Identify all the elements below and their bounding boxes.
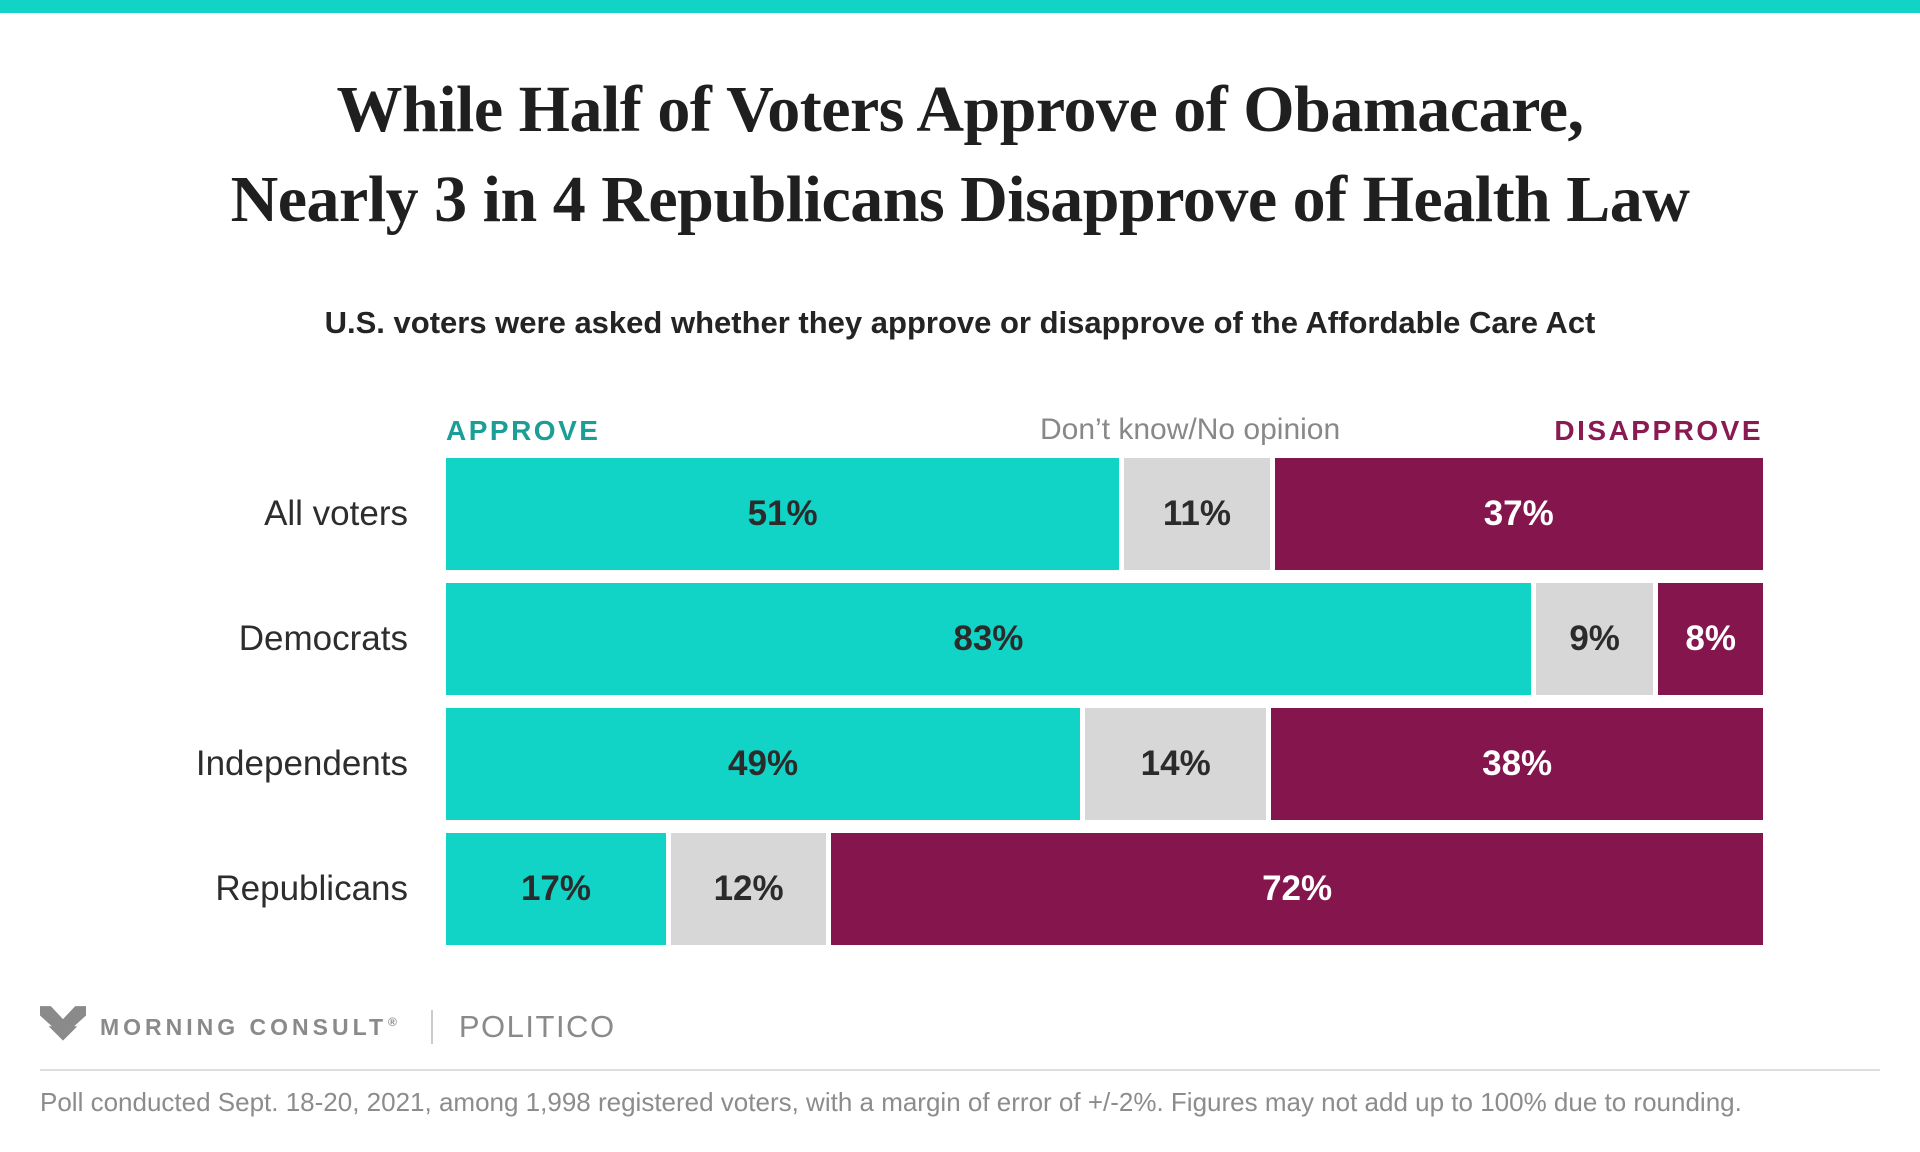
brand-divider (430, 1010, 433, 1044)
bar-segment: 17% (446, 833, 666, 945)
row-label-gap (408, 583, 446, 695)
bar-segment: 8% (1658, 583, 1763, 695)
chart-area: APPROVE Don’t know/No opinion DISAPPROVE… (157, 411, 1764, 945)
bar-segment: 12% (670, 833, 827, 945)
bar-row: Democrats 83% 9% 8% (157, 583, 1763, 695)
bar-segment: 51% (446, 458, 1120, 570)
bar-segment: 38% (1271, 708, 1764, 820)
row-label-gap (408, 458, 446, 570)
row-label-gap (408, 708, 446, 820)
segment-value: 9% (1569, 619, 1620, 658)
legend-disapprove-label: DISAPPROVE (1554, 415, 1763, 446)
row-label: All voters (264, 494, 408, 533)
segment-value: 51% (747, 494, 818, 533)
segment-value: 49% (728, 744, 799, 783)
bar-row: Republicans 17% 12% 72% (157, 833, 1763, 945)
segment-value: 8% (1685, 619, 1737, 658)
bar-segments: 51% 11% 37% (446, 458, 1763, 570)
bar-segment: 49% (446, 708, 1081, 820)
bar-segment: 11% (1124, 458, 1270, 570)
methodology-note: Poll conducted Sept. 18-20, 2021, among … (40, 1087, 1742, 1117)
chart-subtitle: U.S. voters were asked whether they appr… (324, 305, 1596, 340)
legend-approve-label: APPROVE (446, 415, 601, 446)
bar-segment: 83% (446, 583, 1531, 695)
footer-divider-line (40, 1069, 1880, 1071)
footer: MORNING CONSULT® POLITICO (40, 1003, 1920, 1051)
segment-value: 72% (1262, 869, 1333, 908)
morning-consult-wordmark: MORNING CONSULT® (100, 1014, 401, 1041)
segment-value: 17% (520, 869, 592, 908)
bar-chart: All voters 51% 11% 37% Democrats 83% 9% 8% Indep… (157, 458, 1764, 945)
segment-value: 38% (1482, 744, 1553, 783)
bar-row: Independents 49% 14% 38% (157, 708, 1764, 820)
segment-value: 14% (1140, 744, 1211, 783)
legend: APPROVE Don’t know/No opinion DISAPPROVE (446, 411, 1763, 453)
row-label: Independents (195, 744, 408, 783)
segment-value: 83% (953, 619, 1024, 658)
politico-wordmark: POLITICO (458, 1009, 616, 1044)
bar-segment: 9% (1535, 583, 1654, 695)
bar-segments: 49% 14% 38% (446, 708, 1764, 820)
bar-segment: 14% (1085, 708, 1267, 820)
bar-row: All voters 51% 11% 37% (157, 458, 1763, 570)
segment-value: 37% (1483, 494, 1554, 533)
row-label: Democrats (238, 619, 408, 658)
segment-value: 11% (1162, 494, 1231, 533)
bar-segments: 83% 9% 8% (446, 583, 1763, 695)
legend-neutral-label: Don’t know/No opinion (1040, 413, 1341, 446)
morning-consult-m-logo-icon (40, 1006, 86, 1041)
chart-title-line1: While Half of Voters Approve of Obamacar… (336, 73, 1585, 146)
registered-mark: ® (388, 1014, 401, 1029)
brand-text: MORNING CONSULT (100, 1013, 388, 1040)
row-label-gap (408, 833, 446, 945)
bar-segment: 72% (831, 833, 1763, 945)
chart-title-line2: Nearly 3 in 4 Republicans Disapprove of … (230, 163, 1690, 236)
bar-segment: 37% (1274, 458, 1763, 570)
chart-title: While Half of Voters Approve of Obamacar… (0, 65, 1920, 245)
segment-value: 12% (713, 869, 784, 908)
bar-segments: 17% 12% 72% (446, 833, 1763, 945)
top-accent-bar (0, 0, 1920, 13)
row-label: Republicans (215, 869, 408, 908)
